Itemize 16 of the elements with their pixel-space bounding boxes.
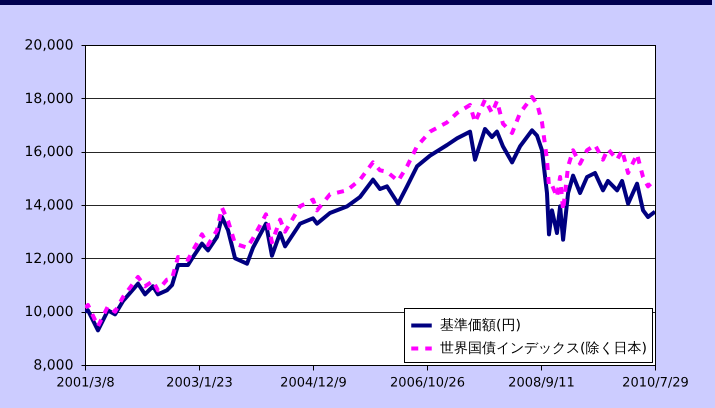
x-tick-label: 2003/1/23 [166,376,233,390]
line-series [85,127,655,332]
y-tick-label: 10,000 [24,304,74,320]
legend-label: 世界国債インデックス(除く日本) [440,340,647,356]
y-tick-label: 14,000 [24,198,74,214]
x-tick-label: 2006/10/26 [390,376,465,390]
x-tick-label: 2001/3/8 [56,376,115,390]
y-tick-label: 16,000 [24,144,74,160]
y-tick-label: 8,000 [33,358,74,374]
x-tick-label: 2010/7/29 [622,376,689,390]
y-tick-label: 20,000 [24,38,74,54]
legend-label: 基準価額(円) [440,318,521,334]
y-tick-label: 18,000 [24,90,74,107]
y-tick-label: 12,000 [24,250,74,267]
x-tick-label: 2008/9/11 [508,376,575,390]
x-tick-label: 2004/12/9 [280,376,347,390]
